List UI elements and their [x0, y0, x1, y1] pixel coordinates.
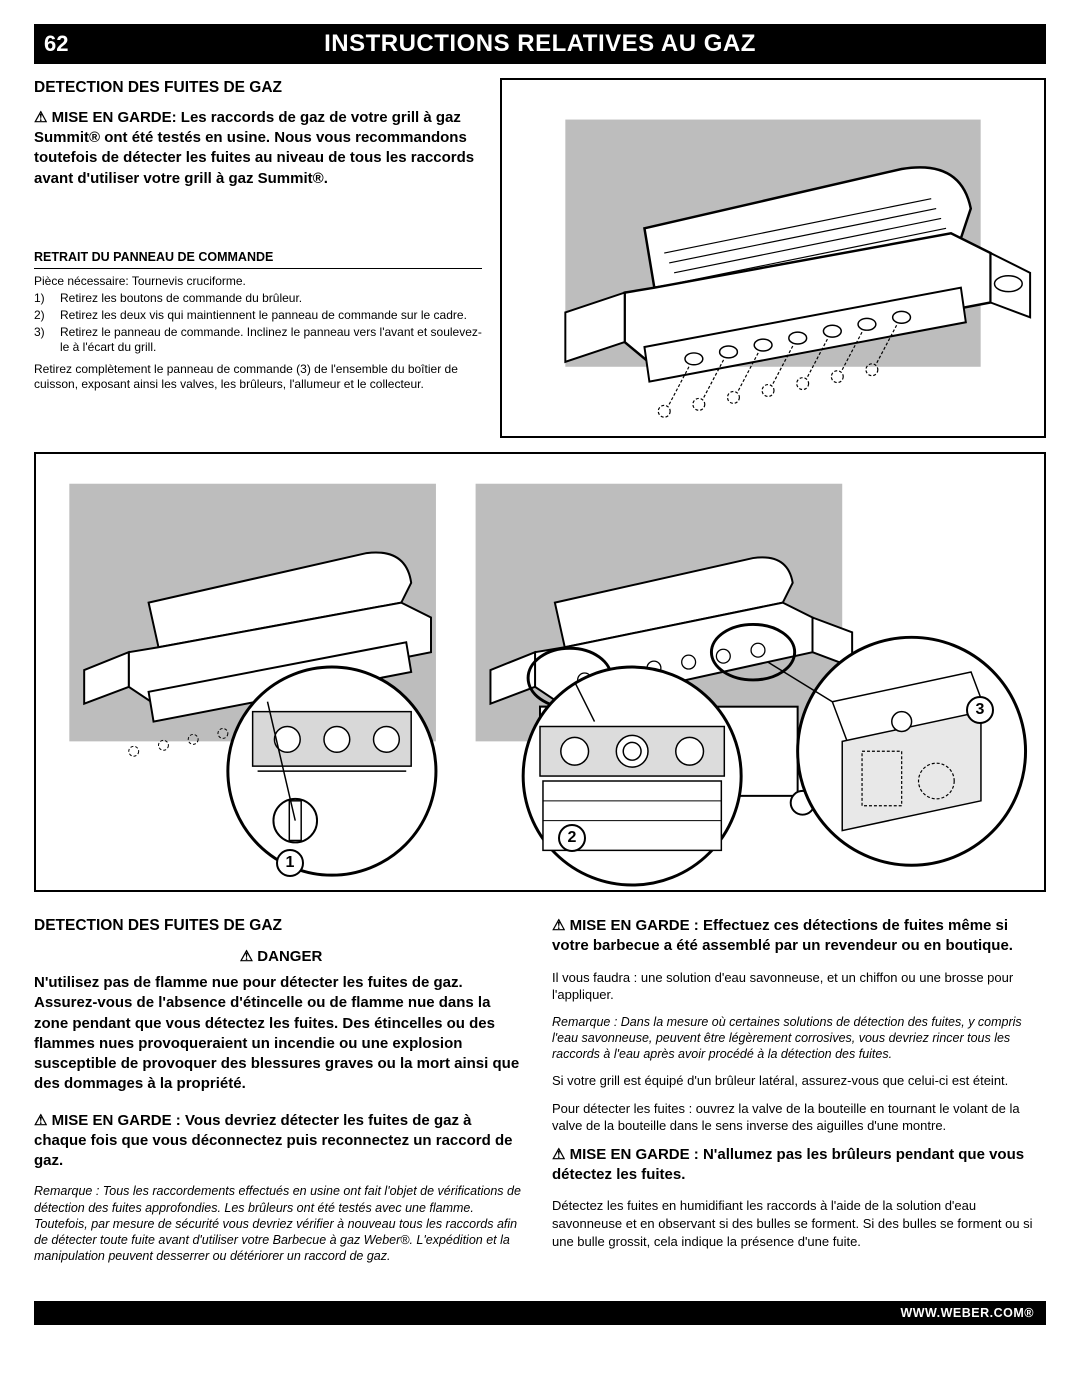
step-text: Retirez les boutons de commande du brûle…	[60, 291, 302, 307]
rightcol-remark: Remarque : Dans la mesure où certaines s…	[552, 1014, 1046, 1063]
callout-2: 2	[558, 824, 586, 852]
leftcol-heading: DETECTION DES FUITES DE GAZ	[34, 916, 528, 937]
section1-subheading: RETRAIT DU PANNEAU DE COMMANDE	[34, 249, 482, 269]
rightcol-p2: Si votre grill est équipé d'un brûleur l…	[552, 1072, 1046, 1090]
left-column: DETECTION DES FUITES DE GAZ ⚠ DANGER N'u…	[34, 916, 528, 1275]
step-item: 1)Retirez les boutons de commande du brû…	[34, 291, 482, 307]
step-text: Retirez les deux vis qui maintiennent le…	[60, 308, 467, 324]
danger-label: ⚠ DANGER	[34, 947, 528, 967]
after-steps-note: Retirez complètement le panneau de comma…	[34, 362, 482, 393]
rightcol-warn1: ⚠ MISE EN GARDE : Effectuez ces détectio…	[552, 916, 1046, 957]
rightcol-p1: Il vous faudra : une solution d'eau savo…	[552, 969, 1046, 1004]
right-column: ⚠ MISE EN GARDE : Effectuez ces détectio…	[552, 916, 1046, 1275]
callout-1: 1	[276, 849, 304, 877]
rightcol-p4: Détectez les fuites en humidifiant les r…	[552, 1197, 1046, 1250]
danger-body: N'utilisez pas de flamme nue pour détect…	[34, 973, 528, 1095]
header-bar: 62 INSTRUCTIONS RELATIVES AU GAZ	[34, 24, 1046, 64]
footer-url: WWW.WEBER.COM®	[900, 1306, 1034, 1320]
rightcol-warn2: ⚠ MISE EN GARDE : N'allumez pas les brûl…	[552, 1145, 1046, 1186]
section1-heading: DETECTION DES FUITES DE GAZ	[34, 78, 482, 98]
section1-body: Pièce nécessaire: Tournevis cruciforme. …	[34, 274, 482, 393]
step-text: Retirez le panneau de commande. Inclinez…	[60, 325, 482, 356]
header-title: INSTRUCTIONS RELATIVES AU GAZ	[34, 30, 1046, 58]
footer-bar: WWW.WEBER.COM®	[34, 1301, 1046, 1325]
grill-detail-illustration-icon	[36, 454, 1044, 890]
section1-warning: ⚠ MISE EN GARDE: Les raccords de gaz de …	[34, 108, 482, 189]
rightcol-p3: Pour détecter les fuites : ouvrez la val…	[552, 1100, 1046, 1135]
figure-wide: 1 2 3	[34, 452, 1046, 892]
callout-3: 3	[966, 696, 994, 724]
leftcol-warn2: ⚠ MISE EN GARDE : Vous devriez détecter …	[34, 1111, 528, 1172]
step-item: 2)Retirez les deux vis qui maintiennent …	[34, 308, 482, 324]
text-column: DETECTION DES FUITES DE GAZ ⚠ MISE EN GA…	[34, 78, 482, 438]
steps-list: 1)Retirez les boutons de commande du brû…	[34, 291, 482, 355]
top-section: DETECTION DES FUITES DE GAZ ⚠ MISE EN GA…	[34, 78, 1046, 438]
figure-top-right	[500, 78, 1046, 438]
bottom-columns: DETECTION DES FUITES DE GAZ ⚠ DANGER N'u…	[34, 916, 1046, 1275]
step-item: 3)Retirez le panneau de commande. Inclin…	[34, 325, 482, 356]
grill-illustration-icon	[502, 80, 1044, 436]
tool-note: Pièce nécessaire: Tournevis cruciforme.	[34, 274, 482, 290]
leftcol-remark: Remarque : Tous les raccordements effect…	[34, 1183, 528, 1264]
